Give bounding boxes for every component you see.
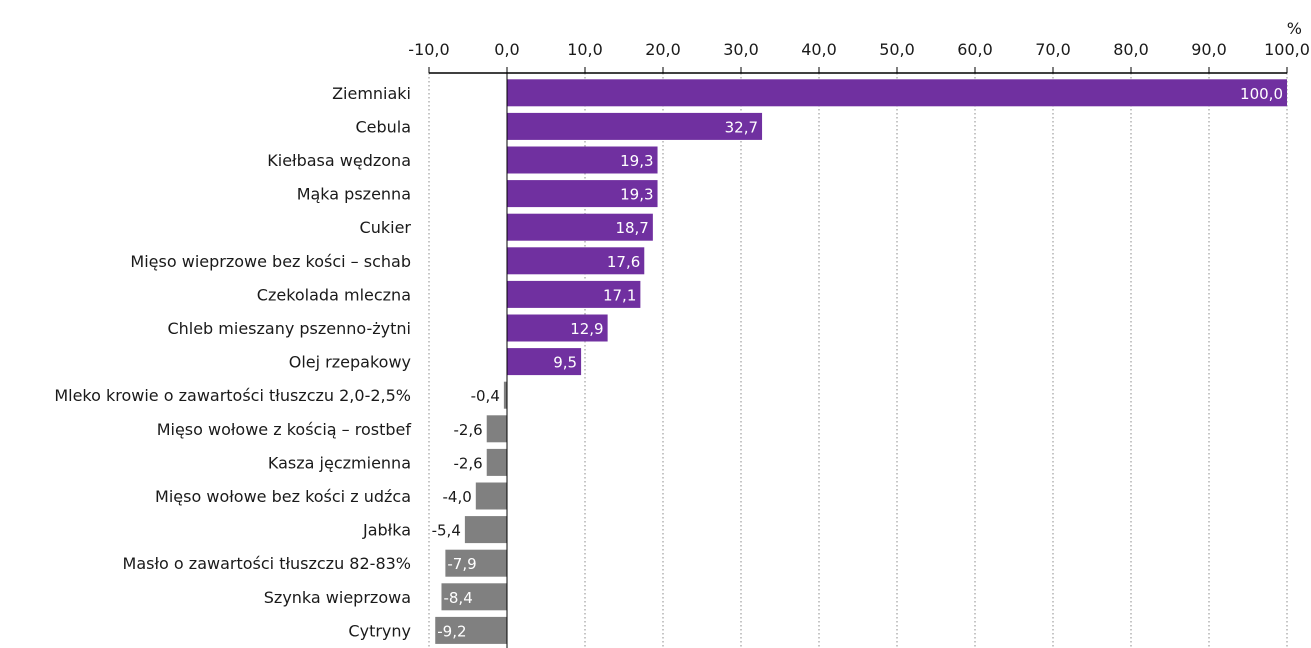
- category-label: Olej rzepakowy: [289, 353, 411, 372]
- value-label: -9,2: [437, 622, 466, 640]
- category-label: Ziemniaki: [332, 84, 411, 103]
- bar: [507, 247, 645, 275]
- x-tick-label: -10,0: [408, 40, 449, 59]
- value-label: 32,7: [725, 118, 758, 136]
- value-label: 17,6: [607, 253, 640, 271]
- bar: [464, 516, 507, 544]
- category-label: Mięso wołowe bez kości z udźca: [155, 487, 411, 506]
- x-tick-label: 10,0: [567, 40, 603, 59]
- bar: [503, 381, 507, 409]
- category-label: Cytryny: [348, 621, 411, 640]
- x-tick-label: 80,0: [1113, 40, 1149, 59]
- x-tick-label: 40,0: [801, 40, 837, 59]
- x-axis: -10,0 0,0 10,0 20,0 30,0 40,0 50,0 60,0 70,0 80,0…: [408, 40, 1310, 648]
- bar: [486, 415, 507, 443]
- x-tick-label: 50,0: [879, 40, 915, 59]
- category-label: Mleko krowie o zawartości tłuszczu 2,0-2…: [54, 386, 411, 405]
- value-label: 19,3: [620, 186, 653, 204]
- category-label: Kiełbasa wędzona: [267, 151, 411, 170]
- bar: [445, 549, 507, 577]
- value-label: 19,3: [620, 152, 653, 170]
- category-label: Mięso wieprzowe bez kości – schab: [130, 252, 411, 271]
- value-label: -2,6: [453, 421, 482, 439]
- value-label: -2,6: [453, 454, 482, 472]
- bar: [507, 180, 658, 208]
- value-label: 18,7: [615, 219, 648, 237]
- value-label: 100,0: [1240, 85, 1283, 103]
- bar: [507, 112, 763, 140]
- value-label: 17,1: [603, 286, 636, 304]
- x-tick-label: 60,0: [957, 40, 993, 59]
- category-label: Mięso wołowe z kością – rostbef: [157, 420, 412, 439]
- category-label: Szynka wieprzowa: [264, 588, 411, 607]
- category-label: Cukier: [360, 218, 412, 237]
- x-tick-label: 90,0: [1191, 40, 1227, 59]
- bar: [507, 79, 1287, 107]
- value-label: -0,4: [471, 387, 500, 405]
- value-label: -4,0: [443, 488, 472, 506]
- bar: [486, 448, 507, 476]
- value-label: -8,4: [443, 589, 472, 607]
- value-label: 12,9: [570, 320, 603, 338]
- bar: [507, 348, 582, 376]
- bar: [507, 314, 608, 342]
- value-label: -7,9: [447, 555, 476, 573]
- x-tick-label: 20,0: [645, 40, 681, 59]
- value-label: 9,5: [553, 354, 577, 372]
- category-label: Kasza jęczmienna: [268, 453, 411, 472]
- bars: [435, 79, 1287, 644]
- bar: [507, 146, 658, 174]
- bar: [507, 280, 641, 308]
- category-label: Masło o zawartości tłuszczu 82-83%: [123, 554, 411, 573]
- x-tick-label: 100,0: [1264, 40, 1310, 59]
- category-label: Chleb mieszany pszenno-żytni: [167, 319, 411, 338]
- x-tick-label: 30,0: [723, 40, 759, 59]
- axis-unit-label: %: [1287, 19, 1302, 38]
- x-tick-label: 70,0: [1035, 40, 1071, 59]
- bar: [435, 616, 507, 644]
- category-label: Cebula: [355, 117, 411, 136]
- category-label: Jabłka: [362, 521, 411, 540]
- category-label: Mąka pszenna: [297, 185, 411, 204]
- category-labels: Ziemniaki Cebula Kiełbasa wędzona Mąka psze…: [54, 84, 411, 641]
- x-tick-label: 0,0: [494, 40, 519, 59]
- category-label: Czekolada mleczna: [257, 285, 411, 304]
- bar: [507, 213, 653, 241]
- bar: [441, 583, 507, 611]
- value-labels: 100,0 32,7 19,3 19,3 18,7 17,6 17,112,9 9,5 -0,4…: [432, 85, 1283, 641]
- value-label: -5,4: [432, 522, 461, 540]
- bar: [475, 482, 507, 510]
